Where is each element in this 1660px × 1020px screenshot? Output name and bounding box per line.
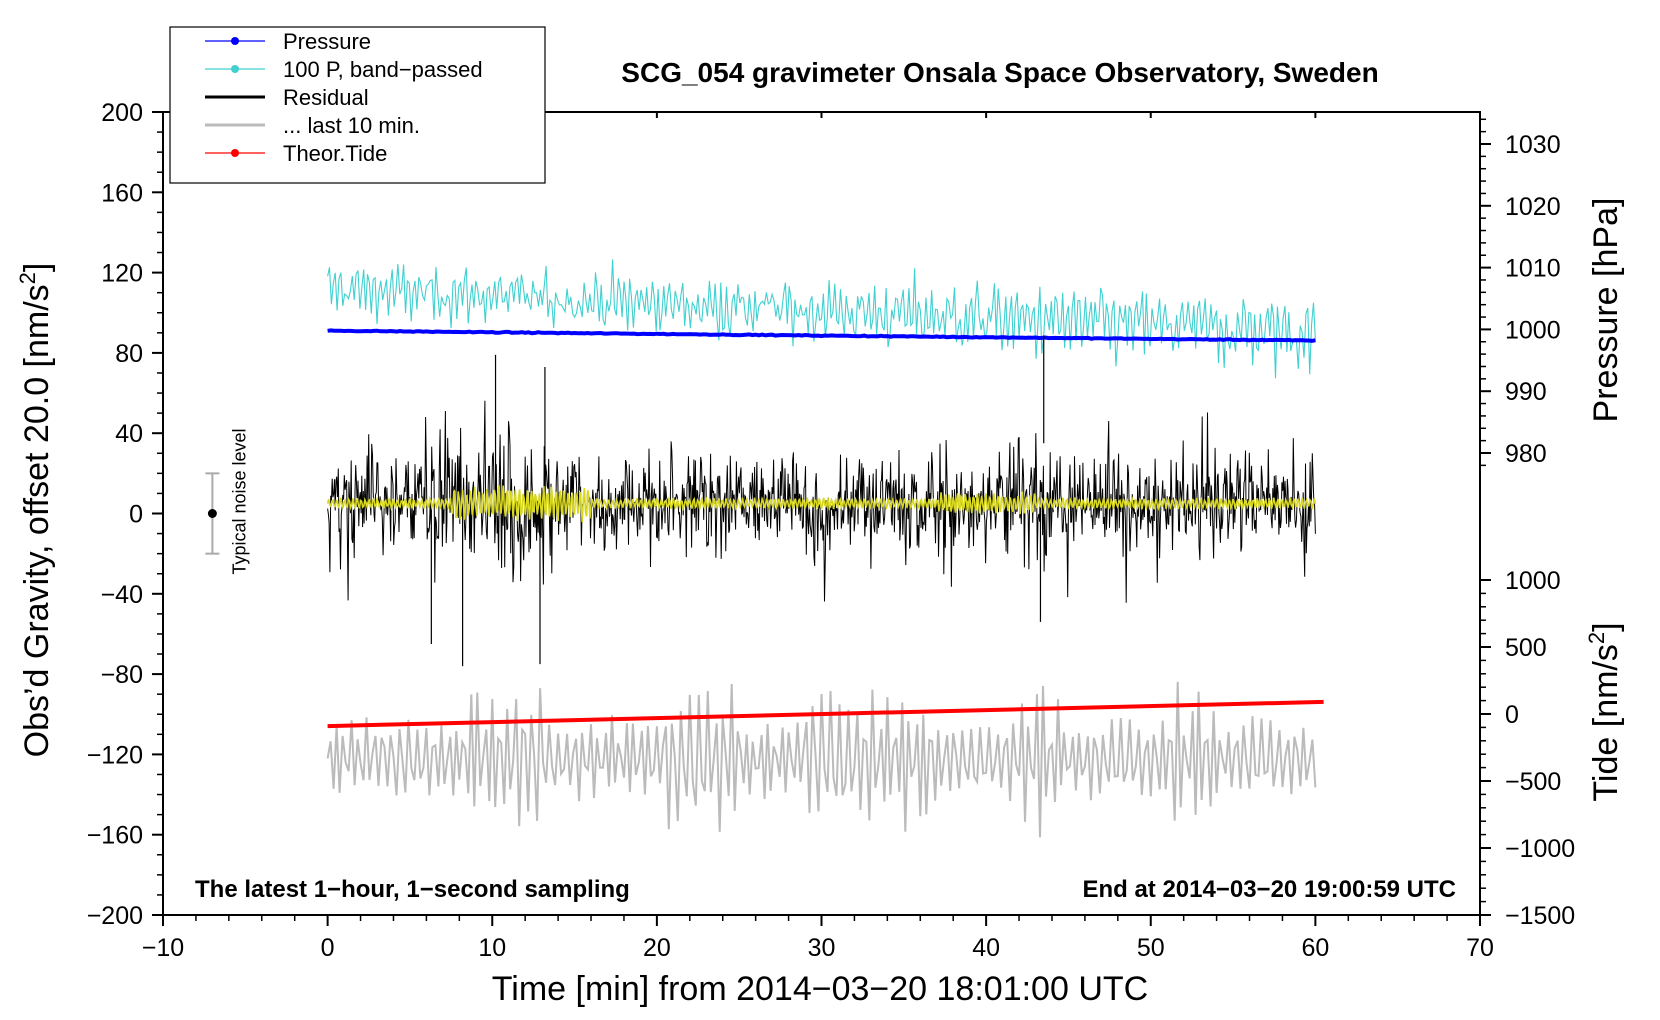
y-tick-label: 0 (129, 501, 143, 529)
y-tick-label: −40 (101, 581, 143, 609)
noise-center-dot (207, 509, 217, 518)
pressure-tick-label: 1000 (1505, 316, 1561, 344)
series-bandpassed-pressure (327, 259, 1316, 379)
series-last-10-min (326, 681, 1317, 838)
legend-label: 100 P, band−passed (283, 57, 483, 82)
pressure-tick-label: 990 (1505, 378, 1547, 406)
x-tick-label: 40 (972, 934, 1000, 962)
legend-label: Theor.Tide (283, 141, 387, 166)
tide-tick-label: 1000 (1505, 567, 1561, 595)
x-tick-label: 60 (1301, 934, 1329, 962)
annotation-right: End at 2014−03−20 19:00:59 UTC (1082, 876, 1456, 903)
series-residual-smoothed (326, 485, 1317, 523)
y-tick-label: 160 (101, 179, 143, 207)
legend-marker (231, 65, 239, 73)
series-theor-tide (327, 699, 1324, 729)
tide-tick-label: 0 (1505, 701, 1519, 729)
y-tick-label: −160 (87, 822, 143, 850)
legend-marker (231, 149, 239, 157)
y-axis-title-tide: Tide [nm/s2] (1584, 622, 1625, 801)
y-tick-label: 80 (115, 340, 143, 368)
series-layer (326, 259, 1324, 838)
y-tick-label: −80 (101, 661, 143, 689)
y-tick-label: 40 (115, 420, 143, 448)
x-tick-label: 10 (478, 934, 506, 962)
legend: Pressure 100 P, band−passed Residual ... la… (169, 26, 546, 184)
legend-label: ... last 10 min. (283, 113, 420, 138)
x-tick-label: 20 (643, 934, 671, 962)
legend-label: Pressure (283, 29, 371, 54)
x-tick-label: 0 (321, 934, 335, 962)
x-tick-label: 30 (808, 934, 836, 962)
legend-marker (231, 37, 239, 45)
noise-level-label: Typical noise level (229, 428, 249, 574)
x-axis-title: Time [min] from 2014−03−20 18:01:00 UTC (492, 970, 1148, 1008)
chart-title: SCG_054 gravimeter Onsala Space Observat… (621, 57, 1378, 88)
pressure-tick-label: 1030 (1505, 131, 1561, 159)
x-tick-label: 50 (1137, 934, 1165, 962)
x-tick-label: −10 (142, 934, 184, 962)
series-pressure (327, 328, 1316, 343)
series-residual (327, 400, 1316, 603)
legend-label: Residual (283, 85, 369, 110)
pressure-tick-label: 1010 (1505, 255, 1561, 283)
annotation-left: The latest 1−hour, 1−second sampling (195, 876, 630, 903)
tide-tick-label: −1000 (1505, 835, 1575, 863)
noise-level-indicator: Typical noise level (205, 428, 249, 575)
y-tick-label: −120 (87, 741, 143, 769)
y-tick-label: 200 (101, 99, 143, 127)
tide-tick-label: −500 (1505, 768, 1561, 796)
plot-frame (162, 111, 1481, 916)
axes-layer: −10 0 10 20 30 40 50 60 7020016012080400−40−80−1… (87, 99, 1576, 962)
pressure-tick-label: 980 (1505, 440, 1547, 468)
y-tick-label: 120 (101, 260, 143, 288)
y-axis-title-pressure: Pressure [hPa] (1587, 198, 1625, 423)
tide-tick-label: 500 (1505, 634, 1547, 662)
pressure-tick-label: 1020 (1505, 193, 1561, 221)
legend-box (169, 26, 546, 184)
y-axis-title-left: Obs’d Gravity, offset 20.0 [nm/s2] (15, 263, 56, 758)
y-tick-label: −200 (87, 902, 143, 930)
x-tick-label: 70 (1466, 934, 1494, 962)
tide-tick-label: −1500 (1505, 902, 1575, 930)
